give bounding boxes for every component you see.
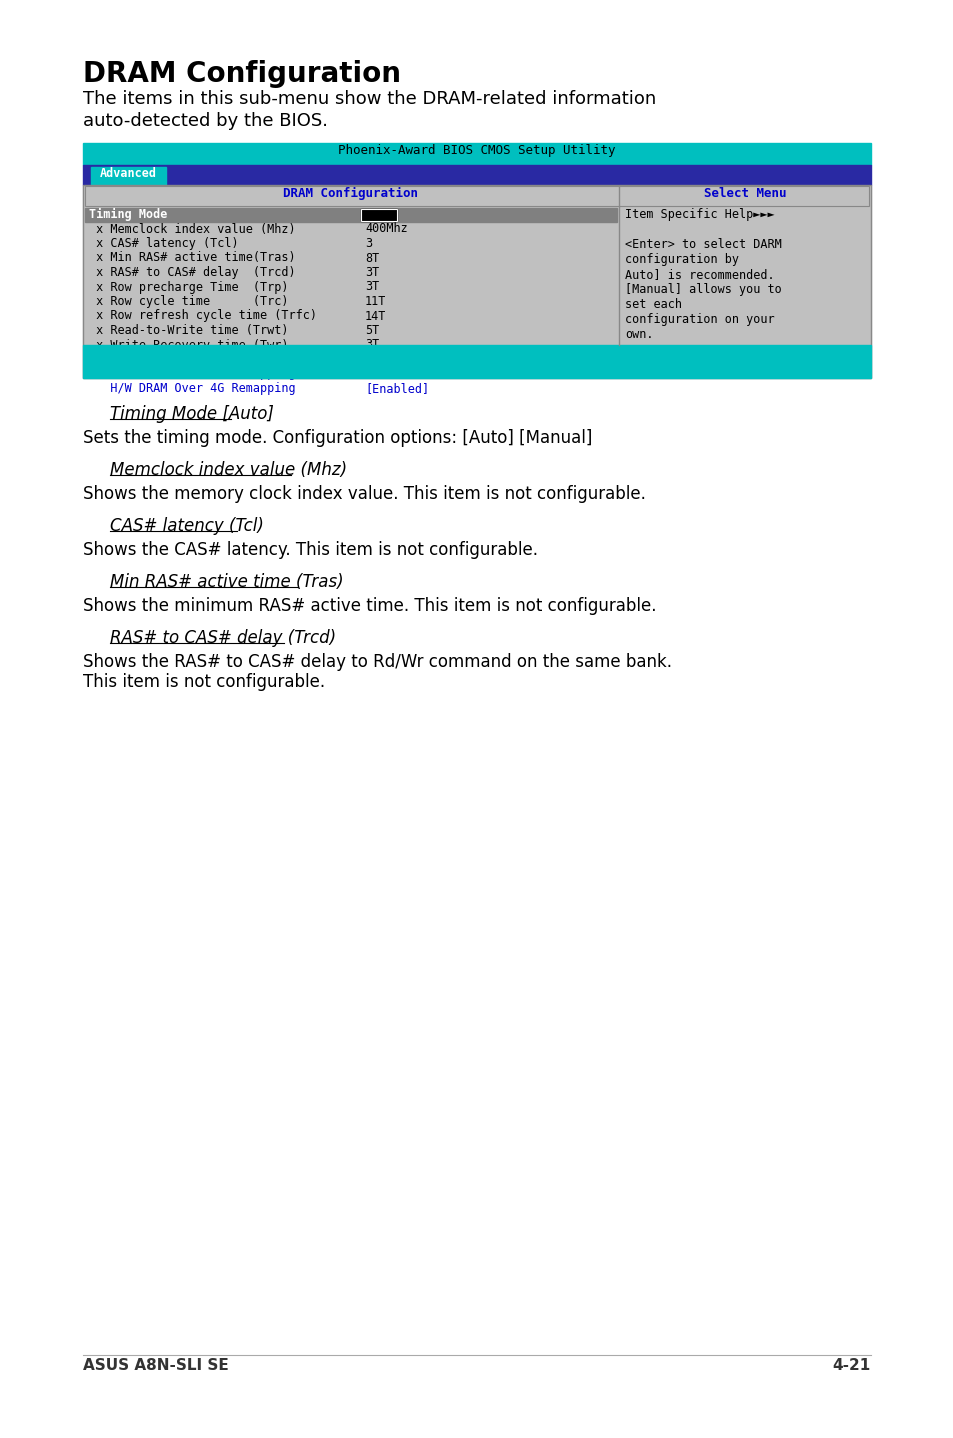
Bar <box>83 142 870 165</box>
Bar <box>360 209 396 220</box>
Text: x Write Recovery time (Twr): x Write Recovery time (Twr) <box>89 338 288 351</box>
Bar <box>360 209 396 220</box>
Text: Shows the RAS# to CAS# delay to Rd/Wr command on the same bank.: Shows the RAS# to CAS# delay to Rd/Wr co… <box>83 653 671 672</box>
Text: 3: 3 <box>365 237 372 250</box>
Text: Shows the CAS# latency. This item is not configurable.: Shows the CAS# latency. This item is not… <box>83 541 537 559</box>
Text: <Enter> to select DARM: <Enter> to select DARM <box>624 239 781 252</box>
Bar <box>91 167 166 186</box>
Text: x 1T/2T Memory Timing: x 1T/2T Memory Timing <box>89 352 246 367</box>
Text: set each: set each <box>624 298 681 311</box>
Text: F1:Help        ↑↓: Select Item    -/+: Change Value        F5: Setup Defaults: F1:Help ↑↓: Select Item -/+: Change Valu… <box>89 347 608 357</box>
Text: Select Menu: Select Menu <box>703 187 785 200</box>
Text: Timing Mode [Auto]: Timing Mode [Auto] <box>110 406 274 423</box>
Text: [Enabled]: [Enabled] <box>365 383 429 395</box>
Text: 4-21: 4-21 <box>832 1357 870 1373</box>
Text: [Manual] allows you to: [Manual] allows you to <box>624 283 781 296</box>
Text: x RAS# to CAS# delay  (Trcd): x RAS# to CAS# delay (Trcd) <box>89 266 295 279</box>
Text: [Enabled]: [Enabled] <box>365 368 429 381</box>
Text: configuration on your: configuration on your <box>624 313 774 326</box>
Text: 3T: 3T <box>365 338 379 351</box>
Text: x Row cycle time      (Trc): x Row cycle time (Trc) <box>89 295 288 308</box>
Text: Shows the minimum RAS# active time. This item is not configurable.: Shows the minimum RAS# active time. This… <box>83 597 656 615</box>
Bar <box>83 165 870 186</box>
Text: 2T: 2T <box>365 352 379 367</box>
Text: 8T: 8T <box>365 252 379 265</box>
Text: H/W DRAM Over 4G Remapping: H/W DRAM Over 4G Remapping <box>89 383 295 395</box>
Text: x Min RAS# active time(Tras): x Min RAS# active time(Tras) <box>89 252 295 265</box>
Text: This item is not configurable.: This item is not configurable. <box>83 673 325 692</box>
Text: 3T: 3T <box>365 266 379 279</box>
Text: x Row precharge Time  (Trp): x Row precharge Time (Trp) <box>89 280 288 293</box>
Text: 5T: 5T <box>365 324 379 336</box>
Text: 3T: 3T <box>365 280 379 293</box>
Text: Phoenix-Award BIOS CMOS Setup Utility: Phoenix-Award BIOS CMOS Setup Utility <box>338 144 615 157</box>
Bar <box>83 186 870 378</box>
Text: DRAM Configuration: DRAM Configuration <box>83 60 400 88</box>
Text: ESC: Exit      →←: Select Menu    Enter: Select Sub-menu   F10: Save and Exit: ESC: Exit →←: Select Menu Enter: Select … <box>89 362 608 372</box>
Bar <box>84 186 869 206</box>
Text: Advanced: Advanced <box>100 167 157 180</box>
Text: Auto: Auto <box>363 209 391 221</box>
Text: DRAM Configuration: DRAM Configuration <box>283 187 418 200</box>
Text: CAS# latency (Tcl): CAS# latency (Tcl) <box>110 518 269 535</box>
Text: Sets the timing mode. Configuration options: [Auto] [Manual]: Sets the timing mode. Configuration opti… <box>83 429 592 447</box>
Text: Timing Mode: Timing Mode <box>89 209 167 221</box>
Text: 400Mhz: 400Mhz <box>365 223 407 236</box>
Text: x Read-to-Write time (Trwt): x Read-to-Write time (Trwt) <box>89 324 288 336</box>
Text: x CAS# latency (Tcl): x CAS# latency (Tcl) <box>89 237 238 250</box>
Text: 14T: 14T <box>365 309 386 322</box>
Text: x Row refresh cycle time (Trfc): x Row refresh cycle time (Trfc) <box>89 309 316 322</box>
Text: S/W DRAM Over 4G Remapping: S/W DRAM Over 4G Remapping <box>89 368 295 381</box>
Text: Memclock index value (Mhz): Memclock index value (Mhz) <box>110 462 352 479</box>
Text: Item Specific Help►►►: Item Specific Help►►► <box>624 209 774 221</box>
Text: auto-detected by the BIOS.: auto-detected by the BIOS. <box>83 112 328 129</box>
Text: Auto] is recommended.: Auto] is recommended. <box>624 267 774 280</box>
Text: The items in this sub-menu show the DRAM-related information: The items in this sub-menu show the DRAM… <box>83 91 656 108</box>
Bar <box>83 186 870 378</box>
Text: Shows the memory clock index value. This item is not configurable.: Shows the memory clock index value. This… <box>83 485 645 503</box>
Text: x Memclock index value (Mhz): x Memclock index value (Mhz) <box>89 223 295 236</box>
Bar <box>83 345 870 378</box>
Bar <box>85 186 868 206</box>
Text: RAS# to CAS# delay (Trcd): RAS# to CAS# delay (Trcd) <box>110 628 341 647</box>
Text: ASUS A8N-SLI SE: ASUS A8N-SLI SE <box>83 1357 229 1373</box>
Text: own.: own. <box>624 328 653 341</box>
Text: 11T: 11T <box>365 295 386 308</box>
Text: configuration by: configuration by <box>624 253 738 266</box>
Bar <box>85 209 617 221</box>
Text: Min RAS# active time (Tras): Min RAS# active time (Tras) <box>110 572 349 591</box>
